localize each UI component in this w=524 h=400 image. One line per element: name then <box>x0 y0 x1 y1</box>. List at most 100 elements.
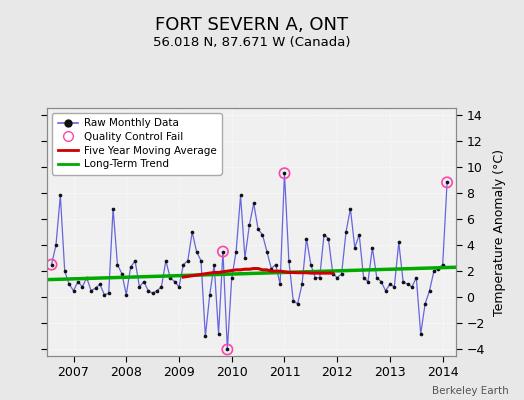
Point <box>148 290 157 296</box>
Point <box>359 274 368 281</box>
Point <box>355 232 364 238</box>
Point <box>285 258 293 264</box>
Text: FORT SEVERN A, ONT: FORT SEVERN A, ONT <box>155 16 348 34</box>
Point <box>364 278 372 285</box>
Point <box>104 290 113 296</box>
Point <box>311 274 320 281</box>
Point <box>227 274 236 281</box>
Point <box>122 292 130 298</box>
Point <box>126 264 135 270</box>
Point <box>118 270 126 277</box>
Point <box>329 270 337 277</box>
Point <box>210 262 219 268</box>
Point <box>434 265 442 272</box>
Point <box>377 278 385 285</box>
Point <box>443 179 451 186</box>
Point <box>47 262 56 268</box>
Point <box>293 300 302 307</box>
Point <box>408 284 416 290</box>
Point <box>307 262 315 268</box>
Point <box>56 192 64 199</box>
Point <box>201 333 210 340</box>
Point <box>399 278 407 285</box>
Point <box>430 268 438 274</box>
Point <box>271 262 280 268</box>
Point <box>69 288 78 294</box>
Point <box>373 274 381 281</box>
Point <box>65 281 73 288</box>
Point <box>412 274 421 281</box>
Point <box>144 288 152 294</box>
Point <box>386 281 394 288</box>
Point <box>205 292 214 298</box>
Point <box>368 244 377 251</box>
Point <box>78 284 86 290</box>
Point <box>219 248 227 255</box>
Point <box>258 232 267 238</box>
Point <box>52 242 60 248</box>
Point <box>223 346 232 353</box>
Point <box>351 244 359 251</box>
Point <box>100 292 108 298</box>
Point <box>183 258 192 264</box>
Point <box>425 288 434 294</box>
Point <box>192 248 201 255</box>
Point <box>153 288 161 294</box>
Point <box>276 281 285 288</box>
Point <box>179 262 188 268</box>
Point <box>170 278 179 285</box>
Point <box>47 262 56 268</box>
Point <box>161 258 170 264</box>
Point <box>197 258 205 264</box>
Point <box>236 192 245 199</box>
Point <box>263 248 271 255</box>
Point <box>109 205 117 212</box>
Point <box>245 222 254 229</box>
Point <box>249 200 258 206</box>
Point <box>96 281 104 288</box>
Point <box>131 258 139 264</box>
Point <box>135 284 144 290</box>
Point <box>139 278 148 285</box>
Point <box>395 239 403 246</box>
Text: Berkeley Earth: Berkeley Earth <box>432 386 508 396</box>
Point <box>333 274 342 281</box>
Point <box>214 331 223 337</box>
Point <box>381 288 390 294</box>
Point <box>403 281 412 288</box>
Point <box>219 248 227 255</box>
Point <box>421 300 429 307</box>
Point <box>82 274 91 281</box>
Point <box>390 284 399 290</box>
Point <box>267 265 276 272</box>
Point <box>346 205 355 212</box>
Point <box>188 229 196 235</box>
Point <box>315 274 324 281</box>
Point <box>166 274 174 281</box>
Legend: Raw Monthly Data, Quality Control Fail, Five Year Moving Average, Long-Term Tren: Raw Monthly Data, Quality Control Fail, … <box>52 113 222 174</box>
Point <box>324 235 333 242</box>
Point <box>241 255 249 261</box>
Point <box>157 284 166 290</box>
Point <box>87 288 95 294</box>
Point <box>223 346 232 353</box>
Point <box>443 179 451 186</box>
Point <box>337 270 346 277</box>
Point <box>254 226 263 232</box>
Point <box>91 285 100 291</box>
Text: 56.018 N, 87.671 W (Canada): 56.018 N, 87.671 W (Canada) <box>153 36 350 49</box>
Point <box>113 262 122 268</box>
Point <box>342 229 350 235</box>
Point <box>74 278 82 285</box>
Point <box>417 331 425 337</box>
Point <box>61 268 69 274</box>
Point <box>289 298 298 304</box>
Point <box>175 284 183 290</box>
Point <box>439 262 447 268</box>
Point <box>232 248 241 255</box>
Point <box>320 232 328 238</box>
Point <box>302 235 311 242</box>
Point <box>298 281 306 288</box>
Point <box>280 170 289 176</box>
Y-axis label: Temperature Anomaly (°C): Temperature Anomaly (°C) <box>493 148 506 316</box>
